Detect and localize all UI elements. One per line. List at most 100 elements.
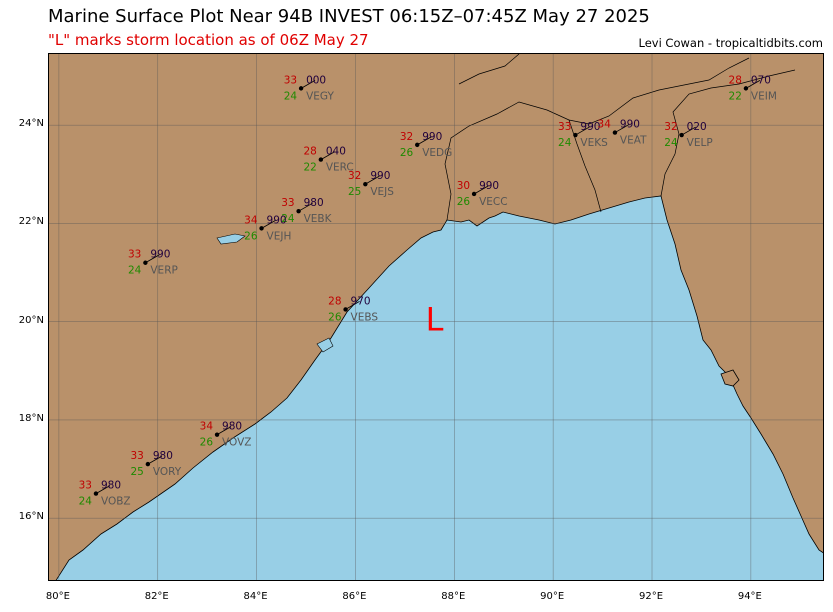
station-plot: 34 990 VEAT bbox=[598, 119, 648, 147]
station-temperature: 33 bbox=[281, 197, 294, 209]
station-id: VELP bbox=[687, 137, 713, 149]
lake-chilika bbox=[316, 337, 334, 353]
station-plot: 33 000 24 VEGY bbox=[284, 74, 335, 102]
station-temperature: 28 bbox=[303, 146, 316, 158]
station-temperature: 32 bbox=[664, 121, 677, 133]
grid-lines bbox=[49, 54, 823, 580]
station-dewpoint: 24 bbox=[558, 137, 572, 149]
station-pressure: 980 bbox=[153, 450, 173, 462]
station-plot: 28 970 26 VEBS bbox=[328, 295, 378, 323]
wind-barb bbox=[417, 136, 432, 146]
station-dewpoint: 22 bbox=[303, 162, 316, 174]
station-dot bbox=[296, 208, 301, 214]
station-pressure: 990 bbox=[580, 121, 600, 133]
station-dot bbox=[143, 260, 148, 265]
lat-tick-label: 18°N bbox=[18, 412, 44, 424]
station-pressure: 980 bbox=[304, 197, 324, 209]
station-dewpoint: 26 bbox=[400, 147, 414, 159]
map-subtitle: "L" marks storm location as of 06Z May 2… bbox=[48, 31, 369, 49]
bay-of-bengal-ocean bbox=[55, 195, 823, 580]
wind-barb bbox=[261, 220, 276, 229]
station-id: VEJH bbox=[267, 230, 292, 242]
wind-barb bbox=[614, 124, 630, 133]
station-id: VEGY bbox=[306, 90, 334, 102]
station-pressure: 990 bbox=[150, 249, 170, 261]
station-pressure: 970 bbox=[351, 295, 371, 307]
lon-tick-label: 82°E bbox=[144, 591, 169, 602]
station-pressure: 990 bbox=[422, 131, 442, 143]
lon-tick-label: 88°E bbox=[441, 591, 466, 602]
station-plot: 33 980 25 VORY bbox=[130, 450, 181, 478]
wind-barb bbox=[473, 185, 489, 195]
station-plot: 30 990 26 VECC bbox=[457, 180, 508, 208]
station-plot: 32 990 26 VEDG bbox=[400, 131, 452, 159]
station-dot bbox=[363, 181, 368, 187]
lat-tick-label: 20°N bbox=[18, 314, 44, 326]
lon-tick-label: 94°E bbox=[737, 591, 762, 602]
station-dot bbox=[343, 307, 348, 312]
station-pressure: 990 bbox=[620, 119, 640, 131]
station-pressure: 020 bbox=[687, 121, 707, 133]
station-temperature: 32 bbox=[348, 170, 361, 182]
station-id: VOVZ bbox=[222, 437, 251, 449]
station-id: VEKS bbox=[580, 137, 608, 149]
station-temperature: 33 bbox=[284, 74, 297, 86]
lon-tick-label: 80°E bbox=[45, 591, 70, 602]
station-plot: 34 990 26 VEJH bbox=[244, 214, 291, 242]
storm-location-marker: L bbox=[426, 301, 444, 339]
station-dewpoint: 24 bbox=[281, 213, 295, 225]
wind-barb bbox=[745, 80, 761, 89]
lon-tick-label: 86°E bbox=[342, 591, 367, 602]
station-dewpoint: 24 bbox=[79, 496, 93, 508]
station-id: VERP bbox=[150, 265, 177, 277]
station-id: VEJS bbox=[370, 186, 394, 198]
station-dewpoint: 24 bbox=[664, 137, 678, 149]
station-temperature: 33 bbox=[130, 450, 143, 462]
station-dewpoint: 24 bbox=[128, 265, 142, 277]
station-plot: 28 070 22 VEIM bbox=[729, 74, 777, 102]
station-temperature: 33 bbox=[79, 480, 92, 492]
wind-barb bbox=[145, 254, 160, 264]
station-plot: 32 990 25 VEJS bbox=[348, 170, 394, 198]
map-title: Marine Surface Plot Near 94B INVEST 06:1… bbox=[48, 6, 650, 27]
station-temperature: 34 bbox=[244, 214, 258, 226]
station-dewpoint: 24 bbox=[284, 90, 298, 102]
station-temperature: 33 bbox=[558, 121, 571, 133]
station-id: VEBS bbox=[351, 311, 379, 323]
station-plot: 33 980 24 VEBK bbox=[281, 197, 332, 225]
lon-tick-label: 92°E bbox=[638, 591, 664, 602]
wind-barb bbox=[365, 175, 380, 185]
station-dewpoint: 26 bbox=[200, 437, 214, 449]
wind-barb bbox=[147, 455, 163, 465]
lat-tick-label: 24°N bbox=[18, 118, 44, 130]
station-pressure: 980 bbox=[222, 421, 242, 433]
station-temperature: 30 bbox=[457, 180, 470, 192]
station-dot bbox=[145, 461, 151, 467]
station-pressure: 000 bbox=[306, 74, 326, 86]
station-temperature: 28 bbox=[729, 74, 742, 86]
wind-barb bbox=[345, 301, 360, 310]
station-temperature: 28 bbox=[328, 295, 341, 307]
station-dewpoint: 26 bbox=[457, 196, 471, 208]
station-plot: 28 040 22 VERC bbox=[303, 146, 353, 174]
station-pressure: 990 bbox=[370, 170, 390, 182]
station-dewpoint: 22 bbox=[729, 90, 742, 102]
reservoir-1 bbox=[216, 233, 246, 245]
wind-barb bbox=[95, 485, 111, 494]
station-id: VOBZ bbox=[101, 496, 131, 508]
station-id: VEIM bbox=[751, 90, 777, 102]
station-dot bbox=[612, 130, 618, 135]
station-id: VERC bbox=[326, 162, 354, 174]
wind-barb bbox=[681, 126, 696, 136]
station-id: VECC bbox=[479, 196, 507, 208]
station-dot bbox=[471, 191, 477, 197]
station-dot bbox=[214, 432, 220, 437]
station-dot bbox=[298, 86, 304, 91]
station-pressure: 990 bbox=[479, 180, 499, 192]
station-plot: 33 990 24 VEKS bbox=[558, 121, 608, 149]
station-id: VEDG bbox=[422, 147, 452, 159]
lat-tick-label: 22°N bbox=[18, 216, 44, 228]
wind-barb bbox=[298, 202, 313, 212]
station-plot: 33 980 24 VOBZ bbox=[79, 480, 131, 508]
